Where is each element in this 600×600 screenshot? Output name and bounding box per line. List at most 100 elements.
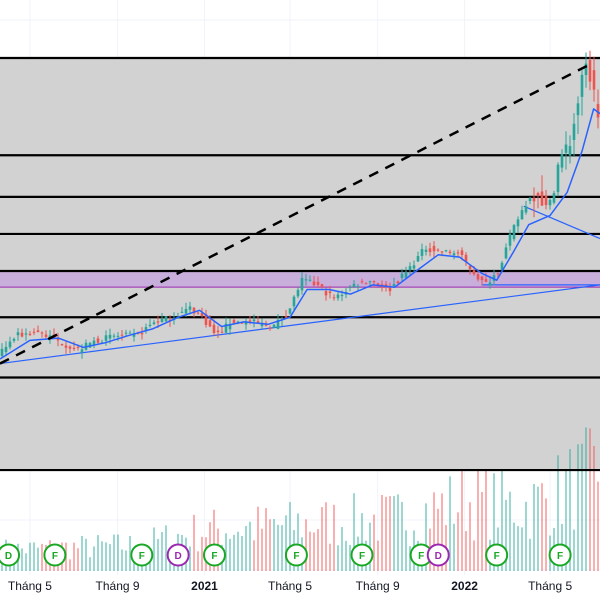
- candle-body: [396, 281, 400, 284]
- volume-bar: [113, 534, 115, 571]
- volume-bar: [101, 541, 103, 571]
- event-marker[interactable]: F: [130, 543, 154, 567]
- volume-bar: [585, 427, 587, 571]
- x-tick-label: Tháng 5: [528, 579, 572, 593]
- candle-body: [248, 320, 252, 322]
- volume-bar: [213, 509, 215, 571]
- volume-bar: [289, 502, 291, 571]
- volume-bar: [473, 540, 475, 571]
- volume-bar: [441, 493, 443, 571]
- event-marker[interactable]: D: [166, 543, 190, 567]
- event-circle: [43, 543, 67, 567]
- candle-body: [448, 251, 452, 253]
- volume-bar: [581, 443, 583, 571]
- volume-bar: [481, 491, 483, 571]
- volume-bar: [225, 533, 227, 571]
- volume-bar: [1, 561, 3, 571]
- volume-bar: [161, 531, 163, 571]
- volume-bar: [193, 514, 195, 571]
- candle-body: [12, 338, 16, 341]
- candle-body: [208, 320, 212, 327]
- trendline: [0, 284, 600, 365]
- volume-bar: [593, 445, 595, 571]
- event-label: F: [211, 551, 217, 562]
- candle-body: [300, 277, 304, 291]
- candle-body: [472, 270, 476, 275]
- candle-body: [596, 104, 600, 118]
- candle-body: [484, 279, 488, 282]
- volume-bar: [285, 515, 287, 571]
- event-marker[interactable]: F: [43, 543, 67, 567]
- candle-body: [332, 297, 336, 299]
- event-label: F: [139, 551, 145, 562]
- candle-body: [68, 346, 72, 349]
- candle-body: [324, 291, 328, 296]
- candle-body: [16, 332, 20, 336]
- candle-body: [356, 286, 360, 288]
- candle-body: [556, 164, 560, 193]
- candle-body: [116, 335, 120, 337]
- event-marker[interactable]: D: [0, 543, 21, 567]
- candle-body: [452, 253, 456, 256]
- volume-bar: [545, 498, 547, 571]
- event-marker[interactable]: F: [350, 543, 374, 567]
- volume-bar: [425, 503, 427, 571]
- candle-body: [56, 337, 60, 341]
- candle-body: [412, 265, 416, 269]
- horizontal-levels-layer: [0, 56, 600, 472]
- volume-bar: [461, 470, 463, 571]
- candle-body: [264, 323, 268, 326]
- candle-body: [572, 123, 576, 140]
- event-marker[interactable]: D: [426, 543, 450, 567]
- volume-bar: [329, 543, 331, 571]
- volume-bar: [261, 528, 263, 571]
- event-marker[interactable]: F: [202, 543, 226, 567]
- volume-bar: [457, 512, 459, 571]
- candle-body: [428, 248, 432, 253]
- plot-area-background: [0, 58, 600, 471]
- candle-body: [540, 191, 544, 206]
- candle-body: [568, 146, 572, 156]
- volume-bar: [345, 540, 347, 571]
- candle-body: [548, 199, 552, 206]
- volume-bar: [229, 538, 231, 571]
- volume-bar: [333, 504, 335, 571]
- volume-bar: [73, 542, 75, 571]
- volume-bar: [201, 536, 203, 571]
- candle-body: [576, 103, 580, 116]
- x-tick-label: Tháng 9: [96, 579, 140, 593]
- volume-bar: [253, 540, 255, 571]
- volume-bar: [469, 502, 471, 571]
- candle-body: [236, 321, 240, 323]
- candle-body: [400, 273, 404, 279]
- event-marker[interactable]: F: [409, 543, 433, 567]
- event-label: D: [5, 551, 12, 562]
- event-marker[interactable]: F: [548, 543, 572, 567]
- candle-body: [552, 193, 556, 203]
- x-tick-label: Tháng 5: [268, 579, 312, 593]
- candle-body: [196, 312, 200, 314]
- x-tick-label: 2021: [191, 579, 218, 593]
- volume-bar: [269, 519, 271, 571]
- volume-bar: [317, 529, 319, 571]
- candle-body: [40, 332, 44, 334]
- volume-bar: [401, 501, 403, 571]
- event-label: D: [435, 551, 442, 562]
- candle-body: [416, 256, 420, 262]
- volume-bar: [517, 526, 519, 571]
- event-circle: [426, 543, 450, 567]
- candle-body: [284, 316, 288, 318]
- event-label: F: [557, 551, 563, 562]
- candle-body: [8, 341, 12, 348]
- event-marker[interactable]: F: [284, 543, 308, 567]
- volume-bar: [541, 483, 543, 571]
- event-label: F: [293, 551, 299, 562]
- candle-body: [524, 206, 528, 213]
- event-marker[interactable]: F: [485, 543, 509, 567]
- zone-layer: [0, 270, 600, 288]
- candle-body: [516, 219, 520, 227]
- candle-body: [580, 74, 584, 97]
- volume-bar: [313, 532, 315, 571]
